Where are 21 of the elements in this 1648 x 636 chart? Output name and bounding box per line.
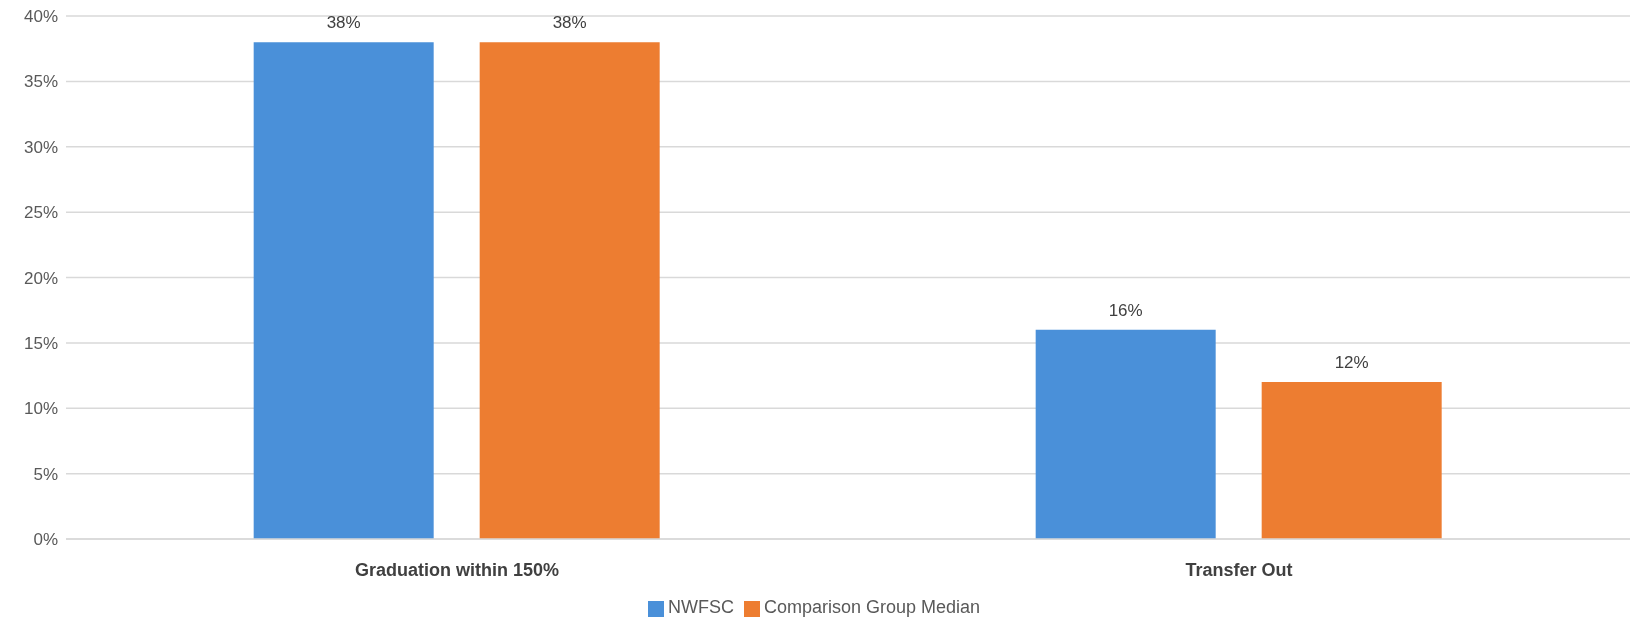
data-label: 12% [1334,353,1369,373]
y-tick-label: 10% [23,399,58,419]
y-tick-label: 30% [23,137,58,157]
data-label: 38% [326,13,361,33]
bar [1035,329,1216,539]
bar [479,42,660,539]
data-label: 16% [1108,300,1143,320]
y-tick-label: 20% [23,268,58,288]
legend-label: Comparison Group Median [763,597,981,617]
y-tick-label: 15% [23,333,58,353]
y-tick-label: 40% [23,7,58,27]
data-label: 38% [552,13,587,33]
y-tick-label: 25% [23,203,58,223]
y-tick-label: 0% [33,530,58,550]
x-tick-label: Graduation within 150% [354,559,560,580]
bar [253,42,434,539]
x-tick-label: Transfer Out [1185,559,1293,580]
y-tick-label: 35% [23,72,58,92]
y-tick-label: 5% [33,464,58,484]
bar [1261,382,1442,539]
legend-label: NWFSC [667,597,734,617]
